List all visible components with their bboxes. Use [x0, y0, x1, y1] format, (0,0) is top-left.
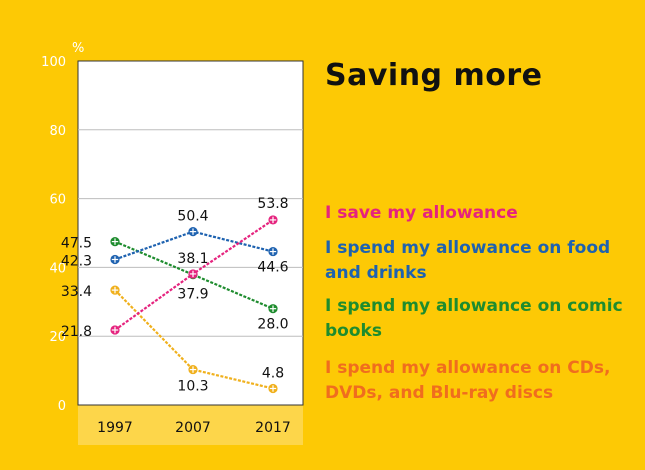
y-tick-label: 20	[49, 330, 66, 345]
legend-item-food-drinks: I spend my allowance on food and drinks	[325, 238, 611, 283]
series-line	[114, 289, 274, 390]
y-tick-label: 40	[49, 261, 66, 276]
data-label: 21.8	[61, 324, 92, 340]
data-label: 37.9	[177, 287, 208, 303]
data-label: 47.5	[61, 236, 92, 252]
legend-item-comic-books: I spend my allowance on comic books	[325, 296, 623, 341]
data-label: 53.8	[257, 196, 288, 212]
data-label: 10.3	[177, 379, 208, 395]
x-tick-label: 2017	[255, 420, 291, 436]
legend-item-save: I save my allowance	[325, 203, 518, 223]
data-label: 28.0	[257, 317, 288, 333]
data-label: 33.4	[61, 284, 92, 300]
data-label: 4.8	[262, 365, 284, 381]
chart-title: Saving more	[325, 58, 543, 93]
y-tick-label: 100	[41, 55, 66, 70]
data-label: 44.6	[257, 260, 288, 276]
series-line	[114, 240, 274, 310]
y-tick-label: 60	[49, 193, 66, 208]
data-label: 42.3	[61, 253, 92, 269]
data-label: 50.4	[177, 209, 208, 225]
data-label: 38.1	[177, 251, 208, 267]
legend-item-cds-dvds: I spend my allowance on CDs, DVDs, and B…	[325, 358, 611, 403]
x-tick-label: 1997	[97, 420, 133, 436]
x-axis-band	[78, 405, 303, 445]
x-tick-label: 2007	[175, 420, 211, 436]
y-tick-label: 80	[49, 124, 66, 139]
y-tick-label: 0	[58, 399, 66, 414]
y-unit-label: %	[72, 41, 84, 56]
